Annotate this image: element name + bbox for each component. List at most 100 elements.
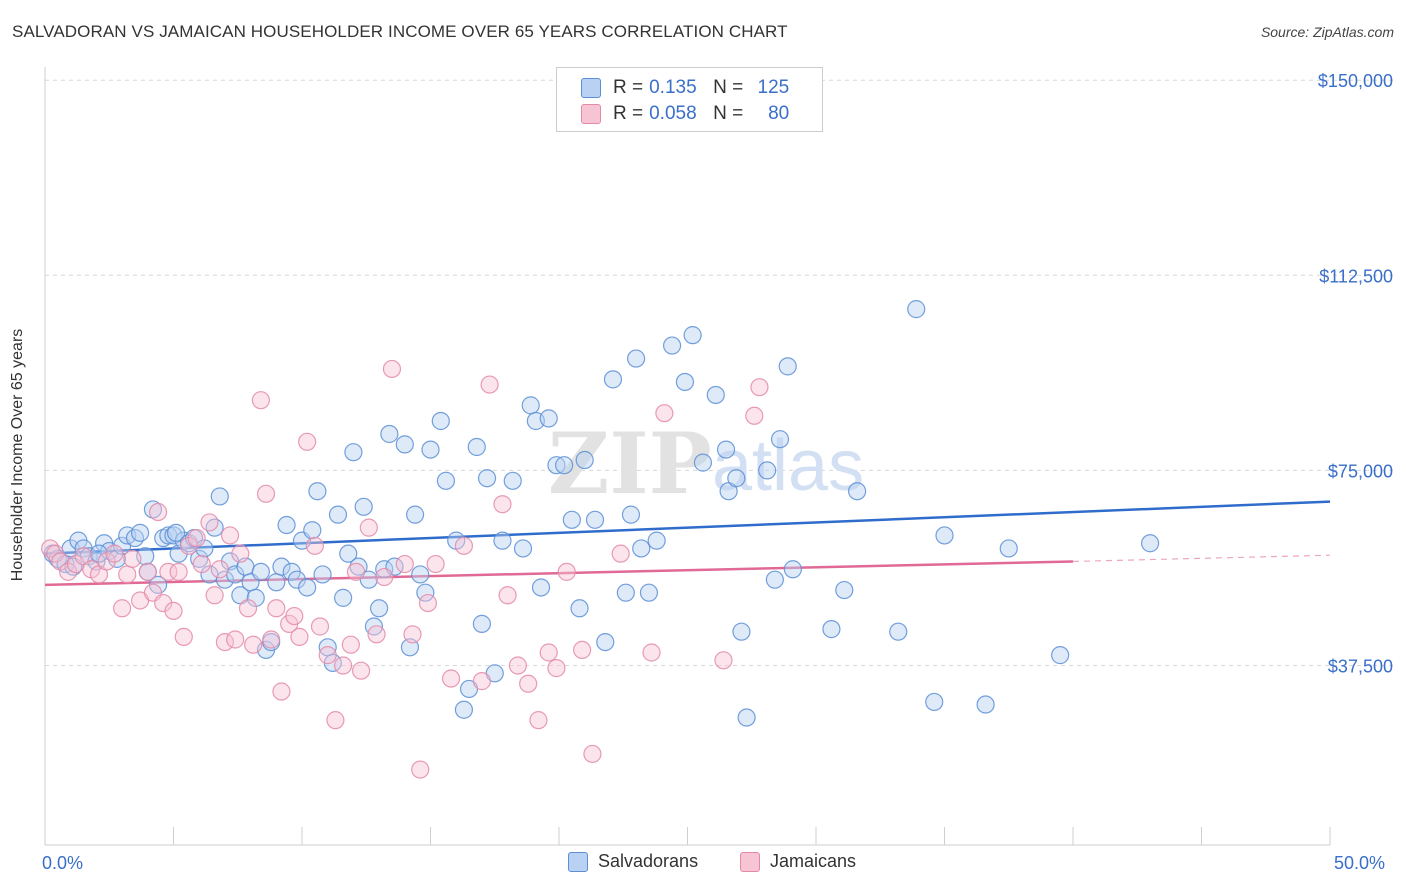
jamaican-point xyxy=(97,552,116,571)
salvadoran-point xyxy=(647,531,666,550)
jamaican-point xyxy=(334,656,353,675)
x-tick-label-max: 50.0% xyxy=(1334,853,1386,873)
jamaican-point xyxy=(41,539,60,558)
jamaican-point xyxy=(210,560,229,579)
jamaican-point xyxy=(251,391,270,410)
jamaican-point xyxy=(298,432,317,451)
salvadoran-point xyxy=(575,450,594,470)
r-value: 0.058 xyxy=(649,103,697,124)
salvadoran-trend-line xyxy=(44,500,1331,555)
salvadoran-point xyxy=(349,557,368,576)
pink-swatch xyxy=(740,851,760,872)
axes xyxy=(44,67,1331,846)
salvadoran-point xyxy=(334,588,353,607)
jamaican-point xyxy=(547,659,566,678)
salvadoran-point xyxy=(706,385,725,405)
salvadoran-point xyxy=(925,692,944,712)
salvadoran-point xyxy=(639,583,659,602)
salvadoran-point xyxy=(758,461,777,480)
salvadoran-point xyxy=(303,521,322,540)
jamaican-point xyxy=(498,586,517,605)
salvadoran-point xyxy=(125,528,145,548)
jamaican-point xyxy=(174,627,193,646)
salvadoran-point xyxy=(477,469,497,488)
n-value: 80 xyxy=(768,103,790,124)
jamaican-point xyxy=(290,627,309,646)
jamaican-point xyxy=(750,378,769,397)
salvadoran-point xyxy=(431,411,450,431)
n-value: 125 xyxy=(757,77,790,98)
salvadoran-point xyxy=(693,453,713,472)
legend-item-jamaicans: Jamaicans xyxy=(740,851,856,872)
jamaican-point xyxy=(244,635,263,654)
jamaican-point xyxy=(59,562,78,581)
n-label: N = xyxy=(713,77,744,98)
jamaican-point xyxy=(192,554,211,574)
y-tick-label: $112,500 xyxy=(1319,266,1393,286)
salvadoran-point xyxy=(547,456,566,475)
n-label: N = xyxy=(713,103,744,124)
salvadoran-point xyxy=(1140,534,1160,553)
y-tick-label: $150,000 xyxy=(1318,71,1393,91)
salvadoran-point xyxy=(765,570,784,589)
salvadoran-point xyxy=(562,510,581,529)
salvadoran-point xyxy=(889,622,908,641)
jamaican-point xyxy=(573,640,592,660)
blue-swatch xyxy=(568,851,588,872)
jamaican-point xyxy=(382,359,402,379)
salvadoran-point xyxy=(454,700,474,719)
salvadoran-point xyxy=(770,430,790,449)
salvadoran-point xyxy=(493,531,512,550)
salvadoran-point xyxy=(732,622,751,641)
salvadoran-point xyxy=(272,557,291,576)
salvadoran-point xyxy=(503,471,522,490)
jamaican-point xyxy=(148,502,168,522)
salvadoran-point xyxy=(662,336,682,355)
jamaican-point xyxy=(411,760,430,779)
jamaican-point xyxy=(441,669,461,688)
jamaican-point xyxy=(226,630,245,649)
jamaican-point xyxy=(655,404,674,423)
jamaican-point xyxy=(267,599,286,618)
jamaican-point xyxy=(318,646,337,665)
salvadoran-point xyxy=(727,469,746,488)
jamaican-point xyxy=(238,599,258,618)
salvadoran-point xyxy=(683,326,702,345)
y-tick-labels: $37,500 $75,000 $112,500 $150,000 xyxy=(1318,71,1393,676)
legend-row-jamaicans: R = 0.058 N = 80 xyxy=(581,102,789,126)
salvadoran-point xyxy=(380,424,399,444)
salvadoran-point xyxy=(570,599,589,618)
salvadoran-point xyxy=(89,544,109,563)
jamaican-trend-extension xyxy=(1072,554,1331,563)
salvadoran-point xyxy=(313,565,332,584)
jamaican-point xyxy=(472,672,491,691)
salvadoran-point xyxy=(513,539,533,558)
jamaican-point xyxy=(426,554,445,574)
salvadoran-point xyxy=(344,443,363,462)
salvadoran-point xyxy=(783,560,802,579)
salvadoran-point xyxy=(539,409,558,428)
jamaican-point xyxy=(272,682,291,701)
jamaican-point xyxy=(346,562,366,581)
salvadoran-point xyxy=(328,505,348,524)
pink-swatch xyxy=(581,104,601,124)
jamaican-point xyxy=(352,661,371,680)
salvadoran-point xyxy=(215,570,234,589)
jamaican-point xyxy=(508,656,527,675)
salvadoran-point xyxy=(405,505,425,524)
jamaican-point xyxy=(539,643,558,662)
jamaican-point xyxy=(557,562,576,581)
salvadoran-point xyxy=(395,435,414,454)
jamaican-point xyxy=(164,601,183,620)
jamaican-point xyxy=(285,606,304,626)
salvadoran-point xyxy=(436,471,456,490)
salvadoran-point xyxy=(1051,646,1070,665)
data-points xyxy=(41,300,1160,779)
jamaican-point xyxy=(159,562,178,581)
jamaican-point xyxy=(375,567,394,587)
jamaican-point xyxy=(112,599,132,618)
jamaican-point xyxy=(519,674,538,693)
jamaican-point xyxy=(418,593,438,613)
salvadoran-point xyxy=(603,370,623,389)
